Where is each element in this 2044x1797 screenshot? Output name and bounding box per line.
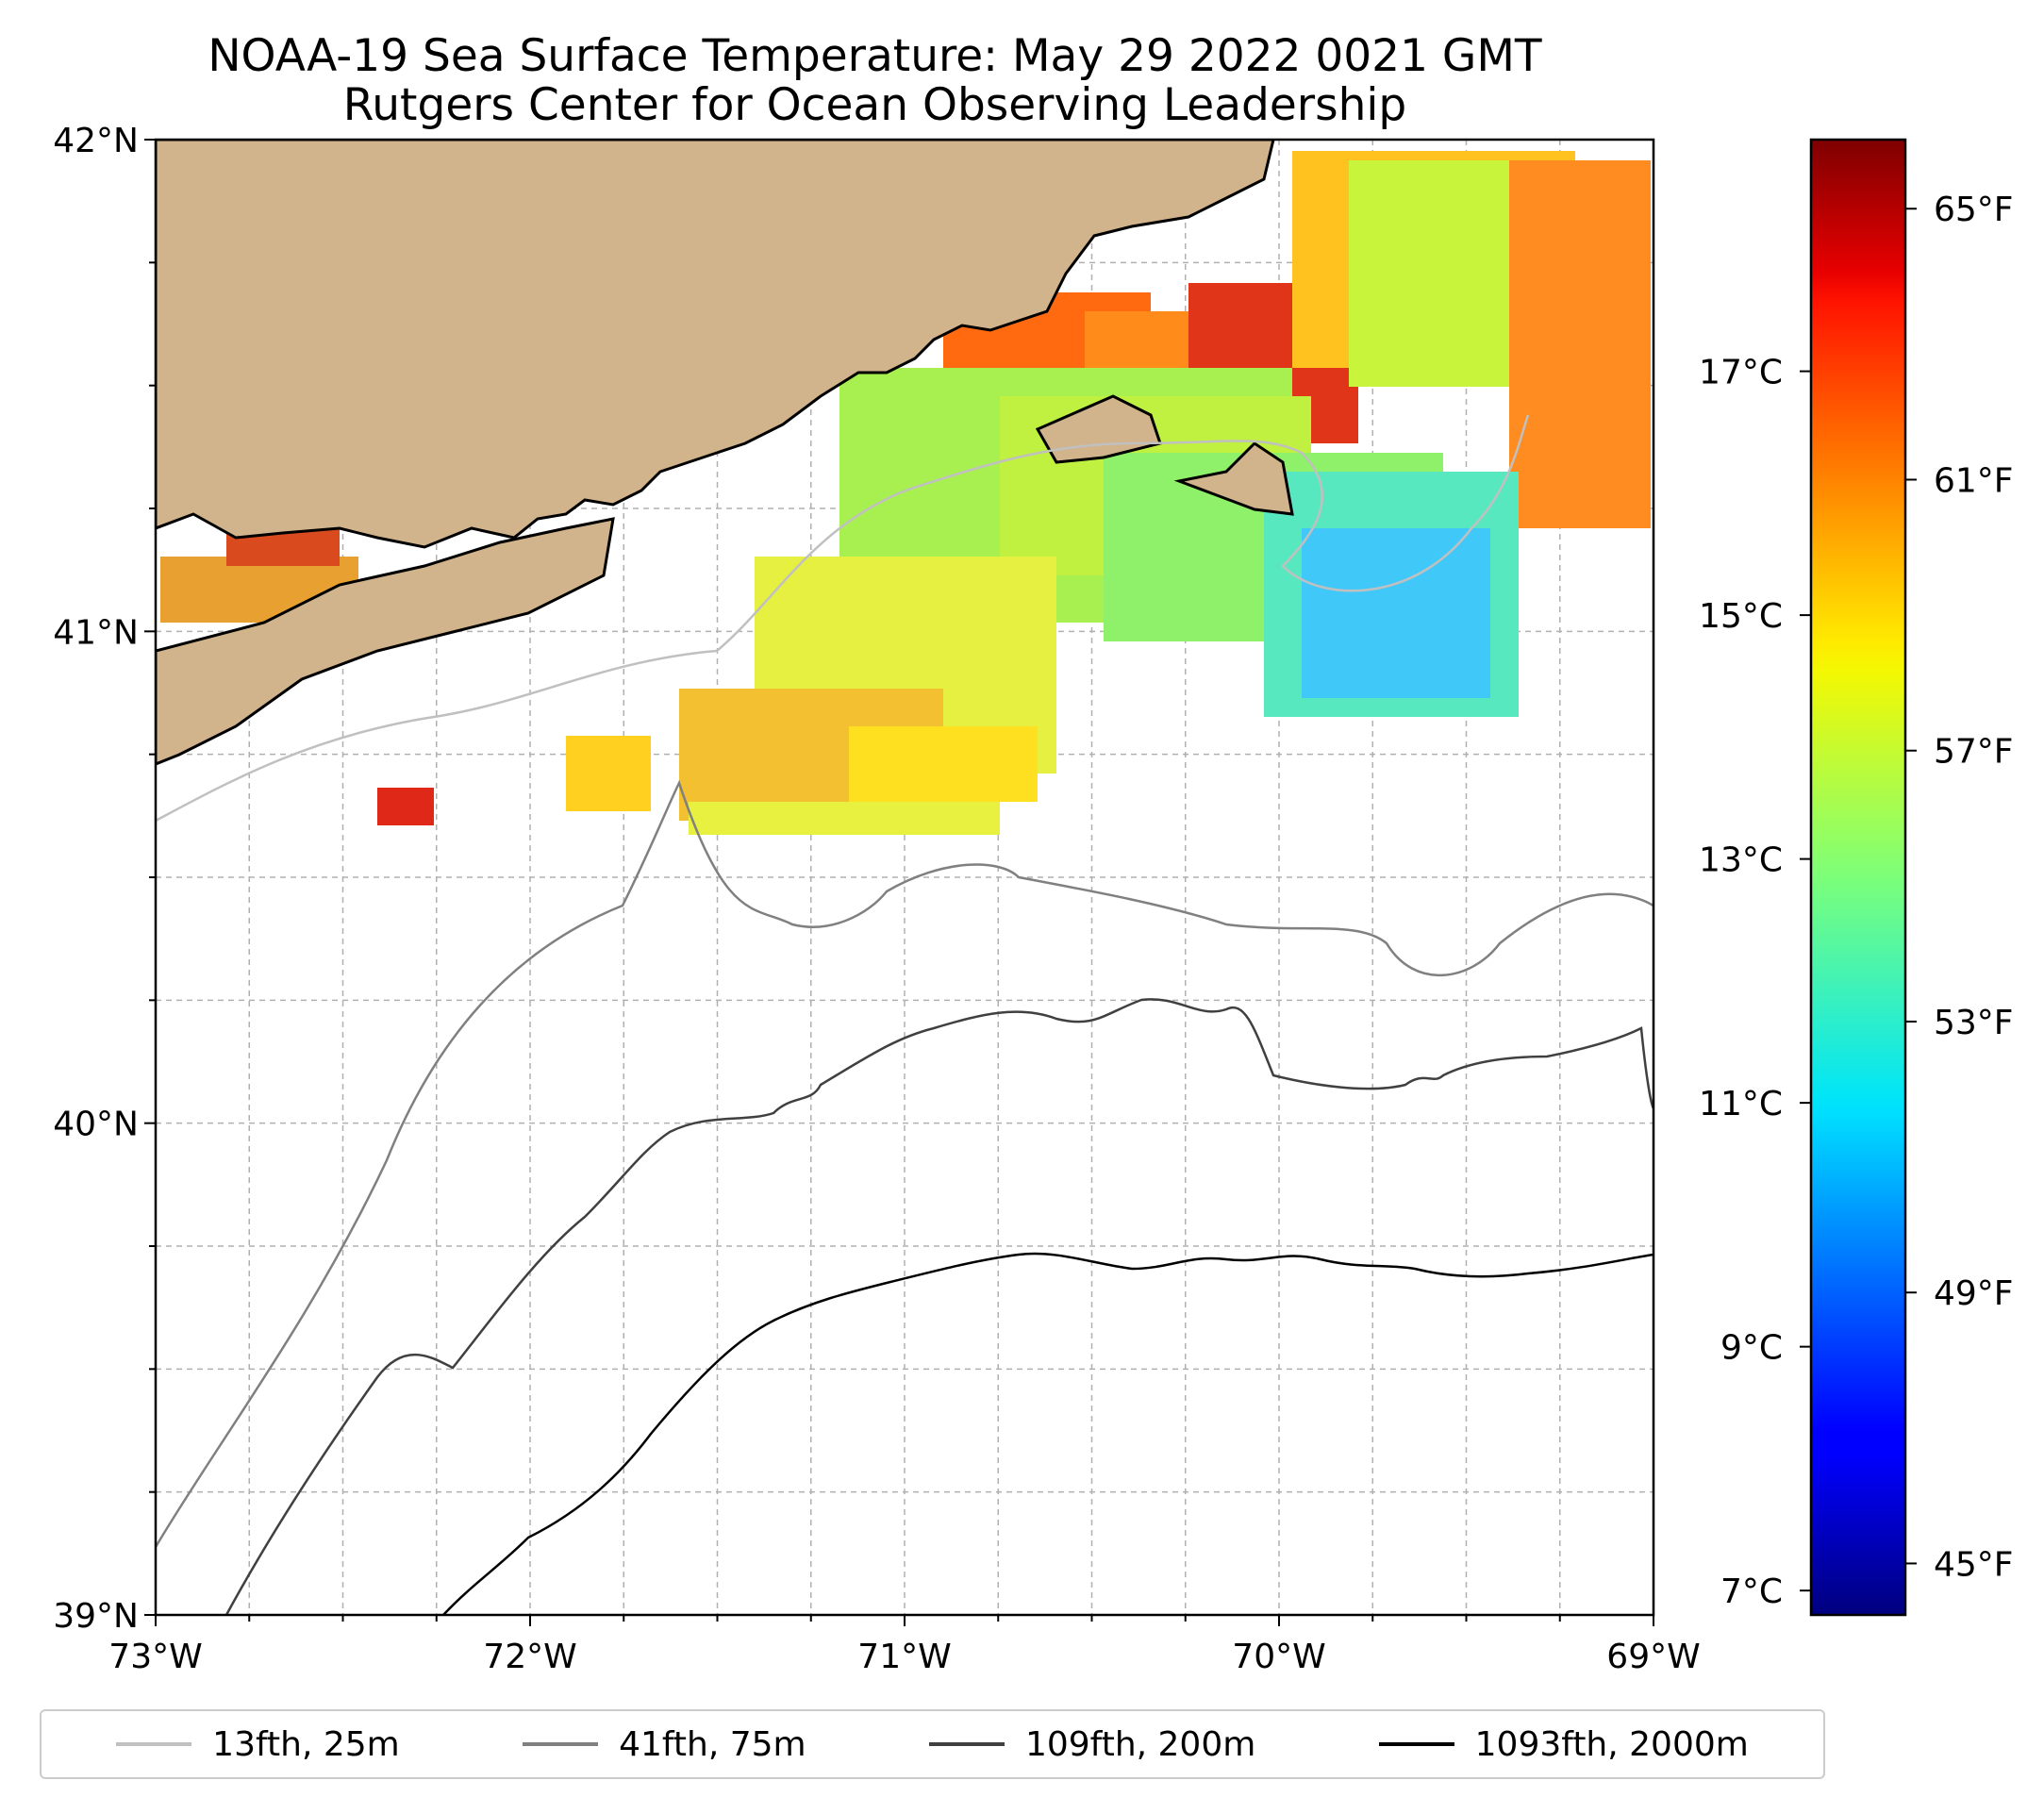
legend-label-2000m: 1093fth, 2000m (1474, 1724, 1749, 1764)
depth-legend: 13fth, 25m 41fth, 75m 109fth, 200m 1093f… (40, 1709, 1825, 1779)
fahrenheit-tick-label: 61°F (1934, 461, 2014, 500)
contour-2000m (442, 1252, 1653, 1615)
map-title-line2: Rutgers Center for Ocean Observing Leade… (342, 79, 1407, 131)
lat-tick-label: 41°N (53, 613, 139, 652)
lon-tick-label: 70°W (1232, 1638, 1325, 1676)
celsius-tick-label: 15°C (1699, 597, 1783, 636)
celsius-tick-label: 17°C (1699, 354, 1783, 392)
bathymetry-contours (156, 414, 1653, 1615)
colorbar-gradient (1809, 138, 1907, 1617)
lat-tick-label: 39°N (53, 1597, 139, 1636)
contour-200m (224, 998, 1653, 1615)
celsius-tick-label: 9°C (1720, 1329, 1783, 1368)
legend-swatch-75m (523, 1742, 599, 1746)
legend-swatch-2000m (1378, 1742, 1454, 1746)
colorbar-fahrenheit-axis: 45°F 49°F 53°F 57°F 61°F 65°F (1905, 191, 2014, 1584)
legend-swatch-200m (928, 1742, 1005, 1746)
fahrenheit-tick-label: 53°F (1934, 1004, 2014, 1042)
legend-swatch-25m (116, 1742, 192, 1746)
lon-tick-label: 69°W (1606, 1638, 1700, 1676)
fahrenheit-tick-label: 57°F (1934, 733, 2014, 772)
legend-label-75m: 41fth, 75m (619, 1724, 806, 1764)
legend-item-25m: 13fth, 25m (116, 1725, 400, 1764)
colorbar-celsius-axis: 7°C 9°C 11°C 13°C 15°C 17°C (1699, 354, 1811, 1611)
fahrenheit-tick-label: 65°F (1934, 191, 2014, 229)
lon-tick-label: 71°W (857, 1638, 951, 1676)
sst-data-layer (160, 151, 1651, 835)
legend-item-75m: 41fth, 75m (523, 1725, 806, 1764)
latitude-axis: 42°N 41°N 40°N 39°N (53, 122, 156, 1636)
legend-item-200m: 109fth, 200m (928, 1724, 1256, 1764)
lat-tick-label: 42°N (53, 122, 139, 160)
celsius-tick-label: 7°C (1720, 1572, 1783, 1611)
legend-label-200m: 109fth, 200m (1024, 1724, 1256, 1764)
landmass (156, 140, 1294, 766)
contour-75m (156, 779, 1653, 1548)
contour-25m (156, 414, 1530, 823)
legend-item-2000m: 1093fth, 2000m (1378, 1724, 1749, 1764)
fahrenheit-tick-label: 49°F (1934, 1274, 2014, 1313)
celsius-tick-label: 13°C (1699, 841, 1783, 880)
lon-tick-label: 72°W (483, 1638, 576, 1676)
lat-tick-label: 40°N (53, 1106, 139, 1144)
celsius-tick-label: 11°C (1699, 1085, 1783, 1123)
legend-label-25m: 13fth, 25m (212, 1724, 400, 1764)
colorbar: 7°C 9°C 11°C 13°C 15°C 17°C 45°F 49°F 53°F 57°F 6… (1699, 138, 2014, 1617)
longitude-axis: 73°W 72°W 71°W 70°W 69°W (108, 1615, 1701, 1676)
lon-tick-label: 73°W (108, 1638, 202, 1676)
fahrenheit-tick-label: 45°F (1934, 1545, 2014, 1584)
map-title-line1: NOAA-19 Sea Surface Temperature: May 29 … (208, 30, 1542, 82)
